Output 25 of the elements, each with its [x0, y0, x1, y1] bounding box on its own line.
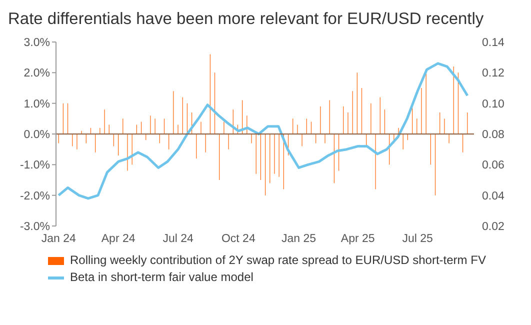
legend-label: Rolling weekly contribution of 2Y swap rate spread to EUR/USD short-term FV [70, 252, 486, 269]
x-tick-label: Oct 24 [221, 233, 256, 246]
y2-tick-label: 0.02 [482, 221, 504, 234]
legend-label: Beta in short-term fair value model [70, 269, 254, 286]
x-tick-label: Jul 25 [402, 233, 433, 246]
y2-tick-label: 0.10 [482, 98, 504, 110]
y2-tick-label: 0.04 [482, 190, 505, 202]
y2-tick-label: 0.12 [482, 68, 504, 80]
y-tick-label: -1.0% [20, 160, 50, 172]
chart-title: Rate differentials have been more relevant for EUR/USD recently [8, 9, 485, 30]
y2-tick-label: 0.08 [482, 129, 504, 142]
y-tick-label: 1.0% [24, 98, 50, 110]
y2-tick-label: 0.06 [482, 160, 504, 172]
line-series [57, 62, 469, 200]
x-tick-label: Jul 24 [162, 233, 194, 246]
x-tick-label: Apr 25 [340, 233, 375, 246]
y-tick-label: 3.0% [24, 37, 50, 50]
x-tick-label: Jan 24 [41, 233, 76, 246]
y2-tick-label: 0.14 [482, 37, 505, 50]
x-tick-label: Apr 24 [101, 233, 136, 246]
y-tick-label: 2.0% [24, 68, 50, 80]
y-tick-label: -2.0% [20, 190, 50, 202]
x-tick-label: Jan 25 [282, 233, 316, 246]
y-tick-label: 0.0% [24, 129, 50, 142]
y-tick-label: -3.0% [20, 221, 50, 234]
